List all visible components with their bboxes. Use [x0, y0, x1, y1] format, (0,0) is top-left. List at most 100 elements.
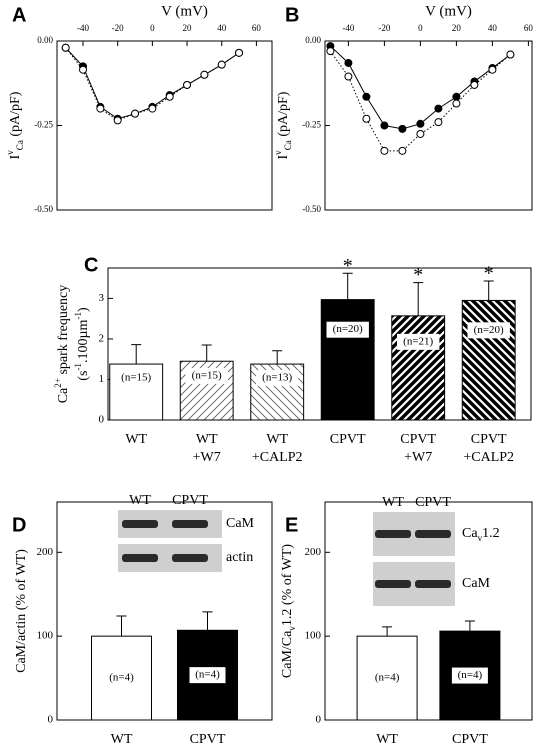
- y-tick-label: 0: [99, 414, 105, 426]
- error-bar: [272, 350, 283, 365]
- x-tick-label: 60: [252, 23, 262, 33]
- x-tick-label: WT: [376, 732, 398, 743]
- data-point: [200, 70, 209, 79]
- data-point: [506, 50, 515, 59]
- x-tick-label: CPVT: [452, 732, 488, 743]
- panel-letter: D: [12, 514, 26, 536]
- blot-row-label: CaM: [226, 516, 255, 531]
- label-part: (s: [76, 371, 91, 381]
- x-tick-label: 20: [452, 23, 462, 33]
- data-point: [470, 80, 479, 89]
- data-point: [434, 104, 443, 113]
- x-tick-label: 0: [150, 23, 155, 33]
- annotation: (n=20): [333, 323, 363, 335]
- blot-column-label: WT: [382, 495, 404, 510]
- y-tick-label: -0.25: [302, 120, 321, 130]
- annotation-bg: [256, 370, 299, 387]
- panel-letter: C: [84, 254, 98, 276]
- x-tick-label: -20: [112, 23, 124, 33]
- y-tick-label: -0.25: [34, 120, 53, 130]
- data-point: [165, 92, 174, 101]
- blot-band: [375, 580, 411, 588]
- x-tick-label: 40: [217, 23, 227, 33]
- annotation-bg: [326, 321, 369, 338]
- label-part: 2+: [53, 378, 63, 388]
- data-point: [398, 124, 407, 133]
- data-point: [380, 146, 389, 155]
- blot-band: [122, 520, 158, 528]
- x-tick-label: +CALP2: [252, 450, 303, 465]
- data-point: [362, 114, 371, 123]
- data-point: [416, 129, 425, 138]
- bar: [320, 299, 375, 421]
- annotation-bg: [115, 370, 158, 387]
- label-part: CaM/Ca: [280, 630, 295, 678]
- y-tick-label: 200: [37, 546, 54, 558]
- label-part: Ca: [462, 526, 478, 541]
- blot-column-label: WT: [129, 493, 151, 508]
- plot-frame: [324, 501, 533, 721]
- x-tick-label: 20: [183, 23, 193, 33]
- label-part: v: [273, 150, 283, 155]
- error-bar: [202, 611, 213, 631]
- x-tick-label: +W7: [404, 450, 432, 465]
- bar: [391, 315, 446, 421]
- y-tick-label: -0.50: [34, 204, 53, 214]
- y-tick-label: -0.50: [302, 204, 321, 214]
- error-bar: [382, 626, 393, 637]
- annotation: (n=13): [262, 372, 292, 384]
- annotation-bg: [103, 670, 140, 687]
- annotation: (n=4): [458, 669, 483, 681]
- annotation: (n=20): [474, 324, 504, 336]
- y-axis-label: CaM/actin (% of WT): [14, 549, 29, 673]
- data-point: [362, 92, 371, 101]
- annotation: (n=4): [109, 672, 134, 684]
- significance-marker: *: [343, 255, 353, 277]
- label-part: ): [76, 307, 91, 312]
- label-part: Ca: [15, 140, 25, 150]
- label-part: 1.2 (% of WT): [280, 544, 295, 626]
- y-axis-label: IvCa (pA/pF): [5, 91, 25, 159]
- blot-band: [122, 554, 158, 562]
- data-point: [96, 104, 105, 113]
- panel-letter: A: [12, 4, 26, 26]
- label-part: (pA/pF): [276, 91, 291, 140]
- error-bar: [483, 280, 494, 301]
- y-axis-label: CaM/Cav1.2 (% of WT): [280, 544, 297, 678]
- data-point: [398, 146, 407, 155]
- bar: [461, 299, 516, 421]
- label-part: spark frequency: [56, 285, 71, 378]
- x-tick-label: 60: [524, 23, 534, 33]
- y-tick-label: 0: [316, 714, 322, 726]
- label-part: Ca: [56, 387, 71, 403]
- label-part: CaM/actin (% of WT): [14, 549, 29, 673]
- error-bar: [116, 615, 127, 637]
- label-part: 1.2: [482, 526, 500, 541]
- x-tick-label: -40: [342, 23, 354, 33]
- x-tick-label: +CALP2: [463, 450, 514, 465]
- annotation-bg: [397, 333, 440, 350]
- y-tick-label: 0: [48, 714, 54, 726]
- x-tick-label: -20: [378, 23, 390, 33]
- data-point: [61, 43, 70, 52]
- blot-column-label: CPVT: [415, 495, 451, 510]
- error-bar: [464, 620, 475, 632]
- annotation: (n=4): [195, 669, 220, 681]
- plot-frame: [56, 501, 273, 721]
- annotation: (n=15): [192, 369, 222, 381]
- data-point: [344, 72, 353, 81]
- y-tick-label: 100: [305, 630, 322, 642]
- data-point: [326, 47, 335, 56]
- blot-band: [415, 530, 451, 538]
- data-point: [380, 121, 389, 130]
- annotation-bg: [467, 322, 510, 339]
- data-point: [488, 65, 497, 74]
- x-tick-label: WT: [196, 432, 218, 447]
- x-tick-label: 0: [418, 23, 423, 33]
- blot-band: [375, 530, 411, 538]
- annotation-bg: [369, 670, 406, 687]
- data-point: [452, 92, 461, 101]
- blot-column-label: CPVT: [172, 493, 208, 508]
- label-part: .100µm: [76, 319, 91, 363]
